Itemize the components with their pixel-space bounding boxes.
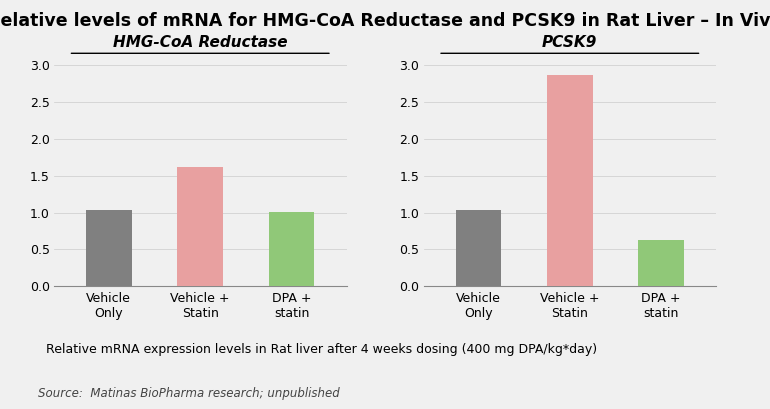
Bar <box>177 167 223 286</box>
Text: HMG-CoA Reductase: HMG-CoA Reductase <box>113 35 287 50</box>
Bar <box>269 212 314 286</box>
Text: Relative levels of mRNA for HMG-CoA Reductase and PCSK9 in Rat Liver – In Vivo: Relative levels of mRNA for HMG-CoA Redu… <box>0 12 770 30</box>
Bar <box>547 75 593 286</box>
Bar <box>86 211 132 286</box>
Text: PCSK9: PCSK9 <box>542 35 598 50</box>
Text: Relative mRNA expression levels in Rat liver after 4 weeks dosing (400 mg DPA/kg: Relative mRNA expression levels in Rat l… <box>45 343 597 356</box>
Bar <box>456 211 501 286</box>
Bar <box>638 240 684 286</box>
Text: Source:  Matinas BioPharma research; unpublished: Source: Matinas BioPharma research; unpu… <box>38 387 340 400</box>
